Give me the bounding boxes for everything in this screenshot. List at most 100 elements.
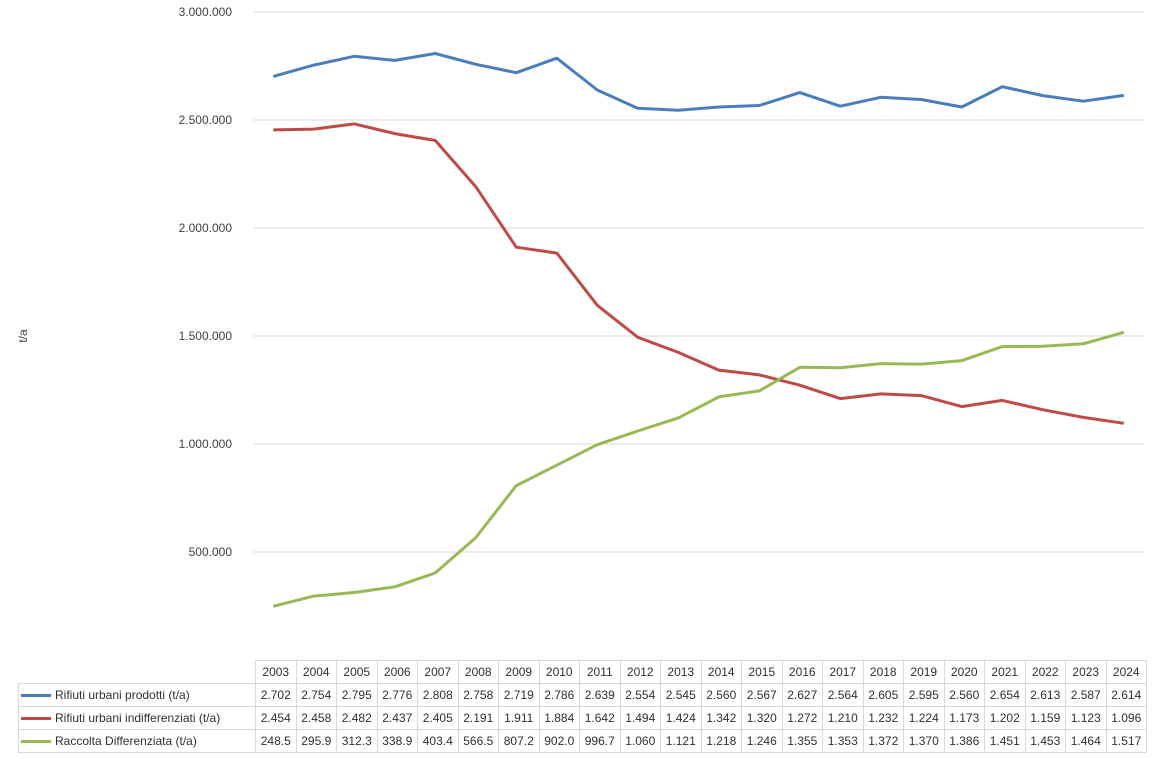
- data-label: 295.9: [295, 729, 337, 753]
- data-label: 1.494: [619, 706, 661, 730]
- data-label: 1.884: [538, 706, 580, 730]
- data-label: 1.173: [943, 706, 985, 730]
- data-label: 2.191: [457, 706, 499, 730]
- y-tick-label: 3.000.000: [179, 5, 233, 19]
- x-tick-label: 2012: [619, 660, 661, 684]
- data-label: 248.5: [255, 729, 297, 753]
- data-label: 807.2: [498, 729, 540, 753]
- data-label: 2.702: [255, 683, 297, 707]
- data-label: 1.159: [1024, 706, 1066, 730]
- data-label: 2.795: [336, 683, 378, 707]
- x-tick-label: 2015: [741, 660, 783, 684]
- data-label: 2.786: [538, 683, 580, 707]
- data-label: 902.0: [538, 729, 580, 753]
- data-label: 2.639: [579, 683, 621, 707]
- x-tick-label: 2003: [255, 660, 297, 684]
- x-tick-label: 2018: [862, 660, 904, 684]
- data-label: 2.613: [1024, 683, 1066, 707]
- data-label: 2.560: [943, 683, 985, 707]
- data-label: 2.454: [255, 706, 297, 730]
- data-label: 1.218: [700, 729, 742, 753]
- x-tick-label: 2005: [336, 660, 378, 684]
- series-line: [273, 122, 1125, 425]
- x-tick-label: 2004: [295, 660, 337, 684]
- legend-label: Rifiuti urbani indifferenziati (t/a): [55, 711, 221, 725]
- data-label: 1.451: [984, 729, 1026, 753]
- legend-swatch: [21, 717, 51, 721]
- data-label: 2.482: [336, 706, 378, 730]
- data-label: 403.4: [417, 729, 459, 753]
- data-label: 312.3: [336, 729, 378, 753]
- data-label: 2.758: [457, 683, 499, 707]
- x-tick-label: 2020: [943, 660, 985, 684]
- data-label: 1.246: [741, 729, 783, 753]
- y-tick-label: -: [228, 653, 232, 660]
- data-label: 2.405: [417, 706, 459, 730]
- data-label: 1.272: [781, 706, 823, 730]
- y-axis-label: t/a: [16, 329, 30, 343]
- y-tick-label: 2.500.000: [179, 113, 233, 127]
- y-tick-label: 2.000.000: [179, 221, 233, 235]
- data-label: 1.517: [1105, 729, 1147, 753]
- data-label: 1.342: [700, 706, 742, 730]
- x-tick-label: 2019: [903, 660, 945, 684]
- data-label: 338.9: [376, 729, 418, 753]
- data-label: 1.386: [943, 729, 985, 753]
- data-label: 2.754: [295, 683, 337, 707]
- data-label: 1.355: [781, 729, 823, 753]
- x-tick-label: 2022: [1024, 660, 1066, 684]
- data-label: 2.560: [700, 683, 742, 707]
- y-tick-label: 1.000.000: [179, 437, 233, 451]
- data-label: 2.587: [1065, 683, 1107, 707]
- data-label: 1.353: [822, 729, 864, 753]
- data-label: 2.554: [619, 683, 661, 707]
- x-tick-label: 2006: [376, 660, 418, 684]
- data-label: 2.719: [498, 683, 540, 707]
- data-label: 2.605: [862, 683, 904, 707]
- x-tick-label: 2011: [579, 660, 621, 684]
- legend-swatch: [21, 694, 51, 698]
- legend-swatch: [21, 740, 51, 744]
- x-tick-label: 2013: [660, 660, 702, 684]
- data-label: 1.060: [619, 729, 661, 753]
- data-label: 2.437: [376, 706, 418, 730]
- x-tick-label: 2017: [822, 660, 864, 684]
- x-tick-label: 2016: [781, 660, 823, 684]
- table-corner: [18, 660, 256, 684]
- data-label: 566.5: [457, 729, 499, 753]
- data-label: 1.370: [903, 729, 945, 753]
- data-label: 996.7: [579, 729, 621, 753]
- data-label: 2.545: [660, 683, 702, 707]
- data-label: 1.453: [1024, 729, 1066, 753]
- data-label: 1.320: [741, 706, 783, 730]
- data-label: 1.464: [1065, 729, 1107, 753]
- table-row: Raccolta Differenziata (t/a) 248.5 295.9 31…: [18, 729, 1147, 753]
- x-tick-label: 2014: [700, 660, 742, 684]
- table-row: Rifiuti urbani prodotti (t/a) 2.702 2.754 2…: [18, 683, 1147, 707]
- data-label: 1.210: [822, 706, 864, 730]
- series-line: [272, 52, 1125, 112]
- series-line: [272, 330, 1125, 608]
- data-label: 1.121: [660, 729, 702, 753]
- data-label: 1.642: [579, 706, 621, 730]
- legend-entry: Rifiuti urbani prodotti (t/a): [18, 683, 256, 707]
- data-label: 2.564: [822, 683, 864, 707]
- y-tick-label: 500.000: [189, 545, 233, 559]
- legend-label: Rifiuti urbani prodotti (t/a): [55, 688, 190, 702]
- data-label: 2.567: [741, 683, 783, 707]
- data-label: 2.595: [903, 683, 945, 707]
- table-row: Rifiuti urbani indifferenziati (t/a) 2.45…: [18, 706, 1147, 730]
- x-tick-label: 2021: [984, 660, 1026, 684]
- y-tick-label: 1.500.000: [179, 329, 233, 343]
- data-label: 2.654: [984, 683, 1026, 707]
- data-label: 1.372: [862, 729, 904, 753]
- data-label: 1.232: [862, 706, 904, 730]
- data-label: 1.123: [1065, 706, 1107, 730]
- data-label: 2.627: [781, 683, 823, 707]
- legend-entry: Rifiuti urbani indifferenziati (t/a): [18, 706, 256, 730]
- x-tick-label: 2010: [538, 660, 580, 684]
- x-tick-label: 2008: [457, 660, 499, 684]
- data-label: 1.096: [1105, 706, 1147, 730]
- x-tick-label: 2023: [1065, 660, 1107, 684]
- data-label: 1.224: [903, 706, 945, 730]
